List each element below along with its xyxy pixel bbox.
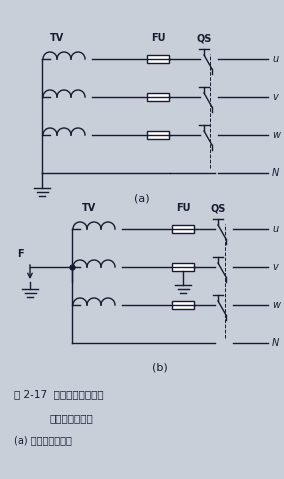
Text: QS: QS: [196, 33, 212, 43]
Text: N: N: [272, 338, 279, 348]
Text: TV: TV: [50, 33, 64, 43]
Text: F: F: [17, 249, 23, 259]
Bar: [147, 55, 169, 63]
Text: (a) 中性点接线方式: (a) 中性点接线方式: [14, 435, 72, 445]
Text: (a): (a): [134, 193, 150, 203]
Bar: [172, 301, 194, 309]
Text: w: w: [272, 130, 280, 140]
Text: u: u: [272, 224, 278, 234]
Text: u: u: [272, 54, 278, 64]
Bar: [147, 131, 169, 139]
Text: FU: FU: [151, 33, 165, 43]
Text: QS: QS: [210, 203, 226, 213]
Bar: [147, 93, 169, 101]
Bar: [172, 263, 194, 271]
Text: (b): (b): [152, 363, 168, 373]
Text: TV: TV: [82, 203, 96, 213]
Text: v: v: [272, 92, 278, 102]
Bar: [172, 225, 194, 233]
Text: 的接线方式图解: 的接线方式图解: [50, 413, 94, 423]
Text: N: N: [272, 168, 279, 178]
Text: FU: FU: [176, 203, 190, 213]
Text: w: w: [272, 300, 280, 310]
Text: v: v: [272, 262, 278, 272]
Text: 图 2-17  电压互感器二次侧: 图 2-17 电压互感器二次侧: [14, 389, 104, 399]
